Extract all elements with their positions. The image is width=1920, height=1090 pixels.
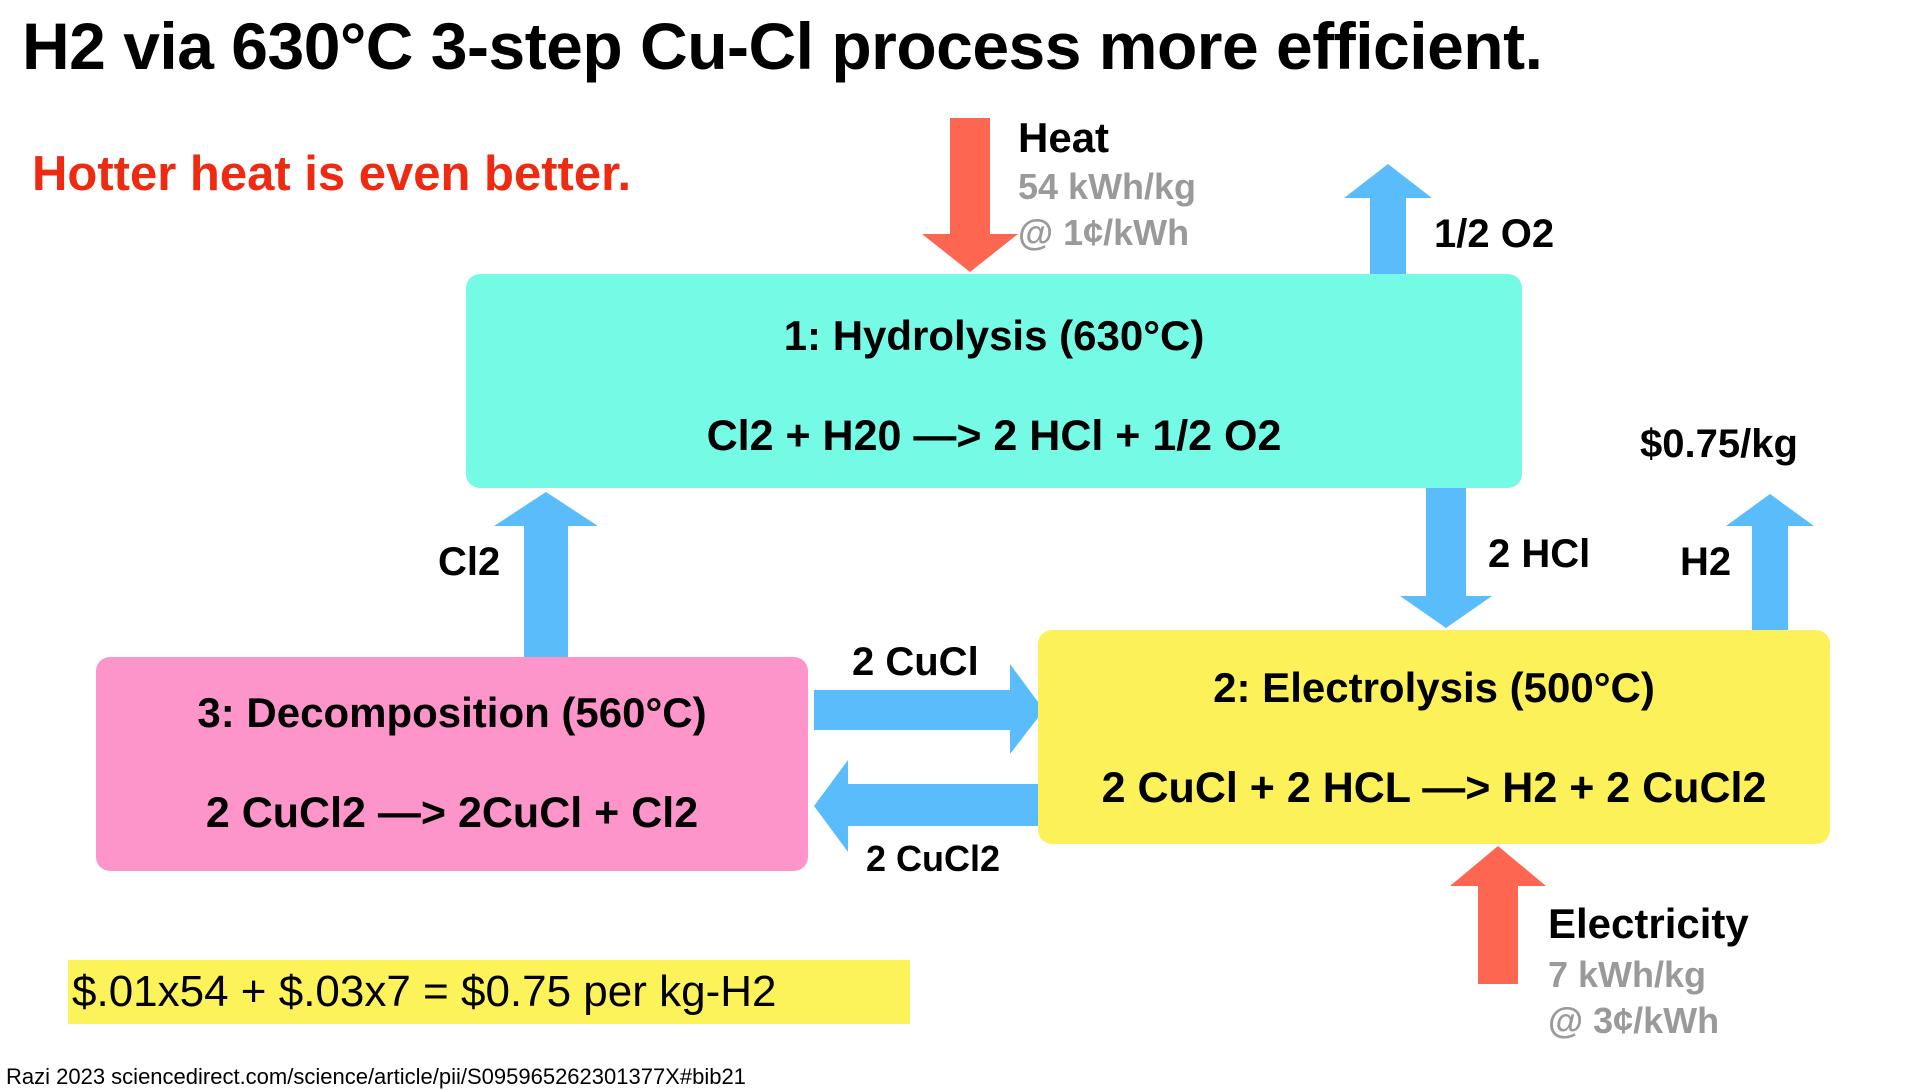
cucl2-flow-arrow (814, 760, 1038, 852)
cl2-flow-arrow (494, 492, 598, 657)
hydrolysis-step-box: 1: Hydrolysis (630°C) Cl2 + H20 —> 2 HCl… (466, 274, 1522, 488)
cl2-flow-label: Cl2 (438, 540, 501, 584)
h2-output-arrow (1726, 494, 1814, 630)
hcl-flow-label: 2 HCl (1488, 532, 1591, 576)
electrolysis-step-name: 2: Electrolysis (500°C) (1213, 664, 1655, 711)
electrolysis-step-box: 2: Electrolysis (500°C) 2 CuCl + 2 HCL —… (1038, 630, 1830, 844)
hydrolysis-step-name: 1: Hydrolysis (630°C) (783, 312, 1205, 359)
heat-input-arrow (922, 118, 1018, 272)
h2-price-label: $0.75/kg (1640, 422, 1798, 466)
hydrolysis-equation: Cl2 + H20 —> 2 HCl + 1/2 O2 (706, 412, 1282, 460)
cucl2-flow-label: 2 CuCl2 (866, 838, 1001, 879)
source-citation: Razi 2023 sciencedirect.com/science/arti… (6, 1064, 746, 1089)
cost-equation: $.01x54 + $.03x7 = $0.75 per kg-H2 (68, 960, 910, 1024)
heat-label: Heat (1018, 114, 1110, 161)
electricity-price: @ 3¢/kWh (1548, 1000, 1720, 1041)
o2-output-arrow (1344, 164, 1432, 274)
subtitle: Hotter heat is even better. (32, 147, 632, 201)
cucl-flow-arrow (814, 664, 1044, 754)
electricity-input-arrow (1450, 846, 1546, 984)
electricity-label: Electricity (1548, 900, 1749, 947)
heat-amount: 54 kWh/kg (1018, 166, 1197, 207)
page-title: H2 via 630°C 3-step Cu-Cl process more e… (22, 9, 1543, 83)
electrolysis-equation: 2 CuCl + 2 HCL —> H2 + 2 CuCl2 (1101, 764, 1767, 812)
hcl-flow-arrow (1400, 488, 1492, 628)
h2-output-label: H2 (1680, 540, 1732, 584)
heat-price: @ 1¢/kWh (1018, 212, 1190, 253)
decomposition-step-box: 3: Decomposition (560°C) 2 CuCl2 —> 2CuC… (96, 657, 808, 871)
o2-output-label: 1/2 O2 (1434, 212, 1555, 256)
decomposition-equation: 2 CuCl2 —> 2CuCl + Cl2 (205, 789, 699, 837)
electricity-amount: 7 kWh/kg (1548, 954, 1707, 995)
decomposition-step-name: 3: Decomposition (560°C) (197, 689, 707, 736)
cucl-flow-label: 2 CuCl (852, 640, 979, 684)
